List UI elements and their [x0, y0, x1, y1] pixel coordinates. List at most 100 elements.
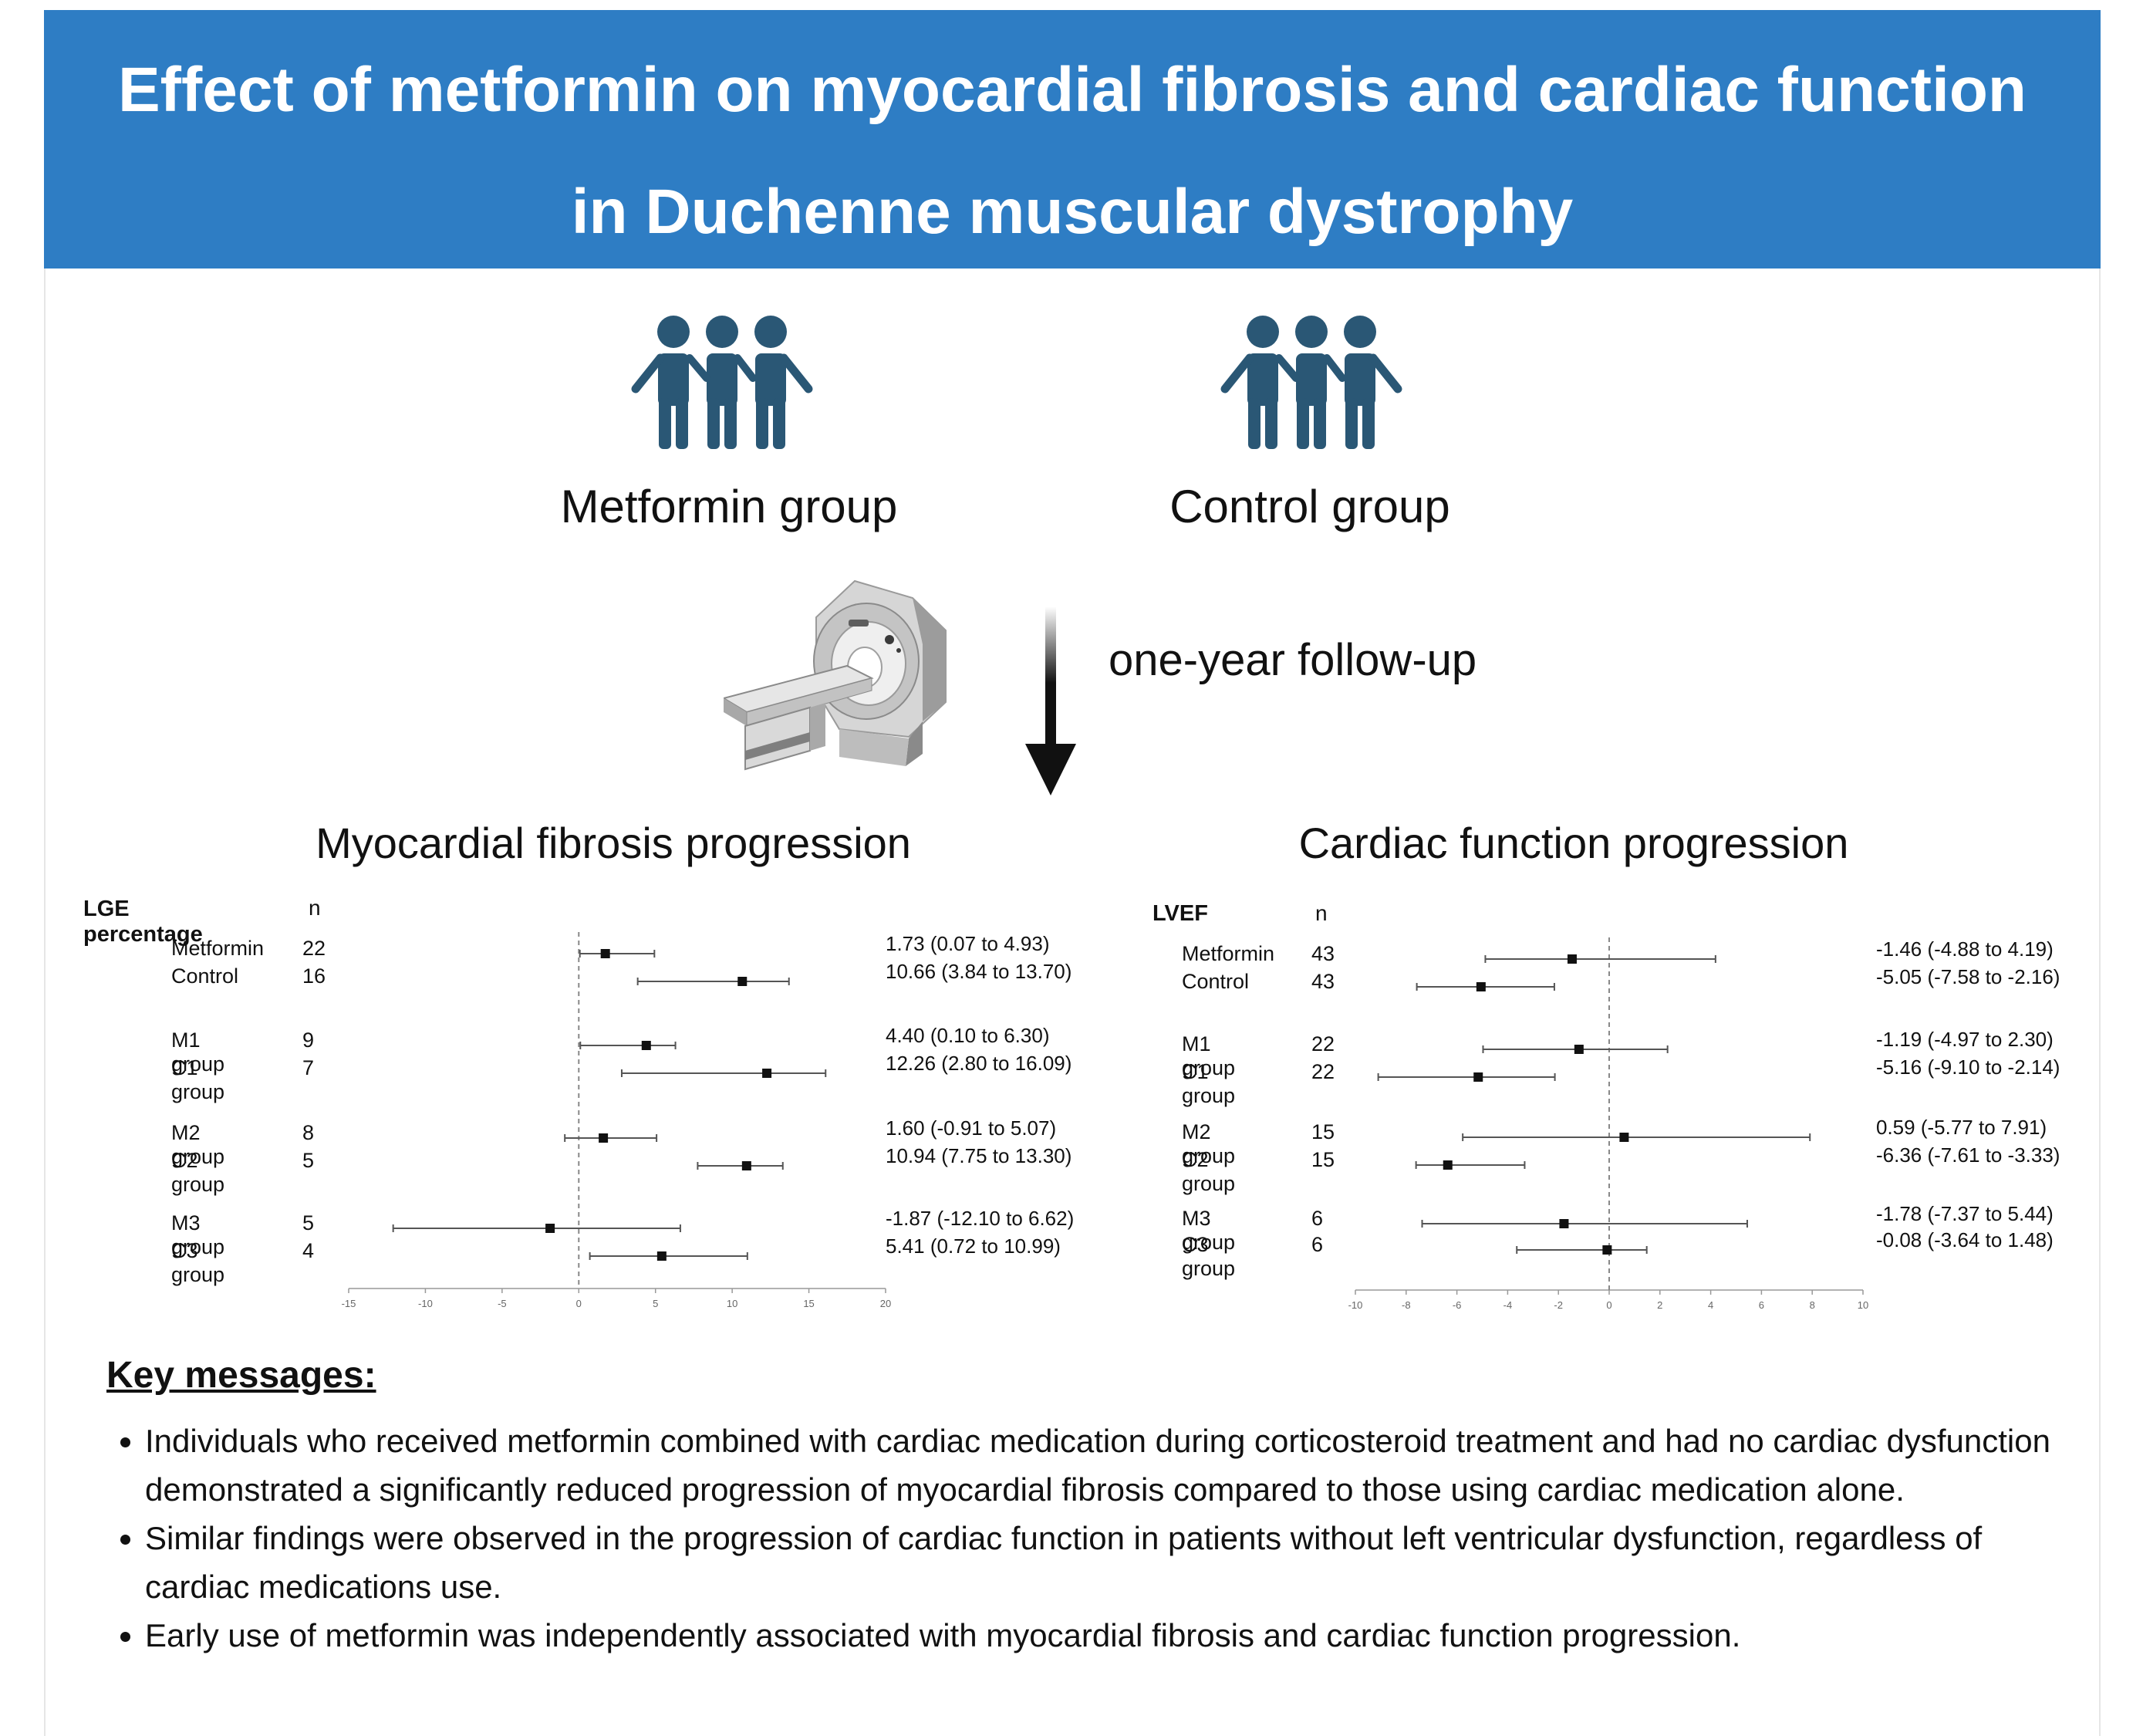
- forest-row-label: M2 group: [1182, 1120, 1236, 1167]
- forest-row-label: Control: [171, 964, 239, 988]
- x-tick-label: 10: [727, 1298, 737, 1309]
- x-tick-label: 2: [1657, 1299, 1662, 1311]
- forest-row-estimate-text: 10.94 (7.75 to 13.30): [886, 1144, 1072, 1167]
- down-arrow-icon: [1025, 606, 1076, 795]
- forest-row-label: M2 group: [171, 1121, 225, 1168]
- x-tick-label: 6: [1759, 1299, 1764, 1311]
- forest-row-n: 15: [1311, 1120, 1335, 1143]
- forest-measure-label: LGE percentage: [83, 897, 203, 947]
- forest-measure-label: LVEF: [1152, 901, 1208, 926]
- forest-row-estimate-text: -0.08 (-3.64 to 1.48): [1876, 1228, 2054, 1251]
- metformin-group-people-icon: [631, 316, 813, 449]
- forest-row-n: 43: [1311, 970, 1335, 993]
- forest-row-n: 15: [1311, 1148, 1335, 1171]
- mri-scanner-icon: [724, 579, 947, 771]
- point-estimate-marker: [737, 977, 748, 986]
- forest-n-header: n: [309, 896, 321, 920]
- forest-row-estimate-text: 0.59 (-5.77 to 7.91): [1876, 1116, 2047, 1139]
- point-estimate-marker: [641, 1041, 651, 1050]
- page-title: Effect of metformin on myocardial fibros…: [44, 29, 2101, 273]
- x-tick-label: -10: [1348, 1299, 1363, 1311]
- point-estimate-marker: [1619, 1133, 1629, 1142]
- forest-row-label: M3 group: [171, 1211, 225, 1258]
- forest-row-label: Metformin: [171, 937, 265, 960]
- forest-row-estimate-text: -1.19 (-4.97 to 2.30): [1876, 1028, 2054, 1051]
- x-tick-label: -2: [1554, 1299, 1563, 1311]
- forest-row-estimate-text: 5.41 (0.72 to 10.99): [886, 1234, 1061, 1258]
- x-tick-label: 15: [803, 1298, 814, 1309]
- forest-row-label: C2 group: [1182, 1148, 1236, 1195]
- forest-row-n: 9: [302, 1028, 315, 1052]
- forest-row-estimate-text: 12.26 (2.80 to 16.09): [886, 1052, 1072, 1075]
- forest-row-label: C2 group: [171, 1149, 225, 1196]
- forest-row-n: 7: [302, 1056, 315, 1079]
- title-line-2: in Duchenne muscular dystrophy: [571, 177, 1574, 247]
- point-estimate-marker: [1574, 1045, 1584, 1054]
- forest-row-n: 16: [302, 964, 326, 988]
- point-estimate-marker: [1602, 1245, 1612, 1255]
- point-estimate-marker: [656, 1251, 667, 1261]
- forest-row-label: Metformin: [1182, 942, 1275, 965]
- page-frame: [44, 10, 2101, 1736]
- forest-row-label: C1 group: [171, 1056, 225, 1103]
- metformin-group-label: Metformin group: [560, 481, 898, 532]
- x-tick-label: -8: [1402, 1299, 1411, 1311]
- point-estimate-marker: [545, 1224, 555, 1233]
- function-section-title: Cardiac function progression: [1298, 819, 1849, 867]
- x-tick-label: 5: [653, 1298, 658, 1309]
- x-tick-label: -5: [498, 1298, 507, 1309]
- x-tick-label: 10: [1858, 1299, 1868, 1311]
- forest-row-label: C3 group: [1182, 1233, 1236, 1280]
- x-tick-label: -6: [1453, 1299, 1462, 1311]
- forest-row-n: 6: [1311, 1207, 1324, 1230]
- key-messages: Key messages: Individuals who received m…: [106, 1354, 2050, 1660]
- person-figure-icon: [631, 316, 690, 449]
- point-estimate-marker: [600, 949, 610, 958]
- key-message-item: Early use of metformin was independently…: [145, 1611, 2050, 1660]
- forest-row-estimate-text: -1.46 (-4.88 to 4.19): [1876, 937, 2054, 961]
- forest-row-label: M1 group: [1182, 1032, 1236, 1079]
- x-tick-label: -10: [418, 1298, 433, 1309]
- point-estimate-marker: [1476, 982, 1486, 991]
- title-line-1: Effect of metformin on myocardial fibros…: [117, 55, 2027, 125]
- control-group-people-icon: [1220, 316, 1402, 449]
- x-tick-label: -4: [1503, 1299, 1513, 1311]
- key-message-item: Similar findings were observed in the pr…: [145, 1514, 2050, 1611]
- person-figure-icon: [1220, 316, 1279, 449]
- x-tick-label: 20: [880, 1298, 891, 1309]
- forest-n-header: n: [1315, 901, 1328, 925]
- forest-row-estimate-text: 10.66 (3.84 to 13.70): [886, 960, 1072, 983]
- title-banner: [44, 10, 2101, 269]
- x-tick-label: 4: [1708, 1299, 1713, 1311]
- key-messages-title: Key messages:: [106, 1355, 376, 1396]
- forest-row-n: 8: [302, 1121, 315, 1144]
- forest-row-estimate-text: -1.87 (-12.10 to 6.62): [886, 1207, 1075, 1230]
- key-messages-list: Individuals who received metformin combi…: [106, 1417, 2050, 1660]
- person-figure-icon: [1344, 316, 1402, 449]
- control-group-label: Control group: [1169, 481, 1450, 532]
- forest-row-n: 4: [302, 1239, 315, 1262]
- forest-row-n: 5: [302, 1149, 315, 1172]
- forest-row-n: 22: [1311, 1060, 1335, 1083]
- forest-row-estimate-text: 4.40 (0.10 to 6.30): [886, 1024, 1050, 1047]
- forest-row-estimate-text: -5.05 (-7.58 to -2.16): [1876, 965, 2060, 988]
- forest-row-estimate-text: -1.78 (-7.37 to 5.44): [1876, 1202, 2054, 1225]
- key-message-item: Individuals who received metformin combi…: [145, 1417, 2050, 1514]
- x-tick-label: -15: [342, 1298, 356, 1309]
- x-tick-label: 8: [1810, 1299, 1815, 1311]
- fibrosis-section-title: Myocardial fibrosis progression: [316, 819, 911, 867]
- forest-row-estimate-text: 1.60 (-0.91 to 5.07): [886, 1116, 1057, 1140]
- forest-row-label: Control: [1182, 970, 1250, 993]
- x-tick-label: 0: [576, 1298, 582, 1309]
- forest-row-label: C3 group: [171, 1239, 225, 1286]
- forest-row-estimate-text: 1.73 (0.07 to 4.93): [886, 932, 1050, 955]
- person-figure-icon: [1275, 316, 1346, 449]
- forest-row-n: 22: [1311, 1032, 1335, 1055]
- point-estimate-marker: [1443, 1160, 1453, 1170]
- forest-row-label: M3 group: [1182, 1207, 1236, 1254]
- forest-row-n: 43: [1311, 942, 1335, 965]
- person-figure-icon: [754, 316, 813, 449]
- point-estimate-marker: [741, 1161, 751, 1170]
- point-estimate-marker: [599, 1133, 609, 1143]
